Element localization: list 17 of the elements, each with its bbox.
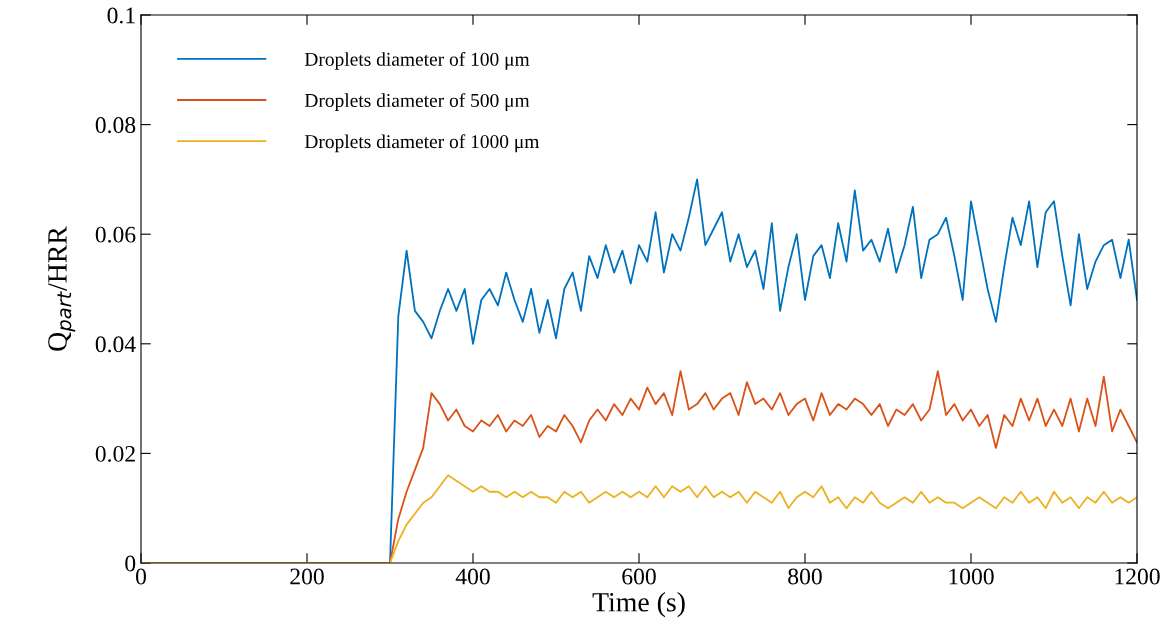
- x-axis-title: Time (s): [592, 592, 685, 618]
- y-tick-label: 0.04: [95, 336, 136, 353]
- y-tick-label: 0: [125, 555, 136, 572]
- x-tick-label: 600: [622, 568, 656, 585]
- x-tick-label: 800: [788, 568, 822, 585]
- y-axis-title: Q$_{part}$/HRR: [48, 226, 76, 351]
- y-tick-label: 0.08: [95, 117, 136, 134]
- x-tick-label: 200: [290, 568, 324, 585]
- legend-label: Droplets diameter of 1000 μm: [304, 134, 540, 153]
- y-tick-label: 0.02: [95, 445, 135, 462]
- y-tick-label: 0.1: [107, 7, 135, 24]
- y-tick-label: 0.06: [95, 226, 136, 243]
- legend-label: Droplets diameter of 500 μm: [304, 93, 530, 111]
- x-tick-label: 1000: [949, 568, 994, 585]
- x-tick-label: 1200: [1115, 568, 1160, 585]
- legend-label: Droplets diameter of 100 μm: [304, 51, 530, 70]
- x-tick-label: 400: [455, 568, 490, 585]
